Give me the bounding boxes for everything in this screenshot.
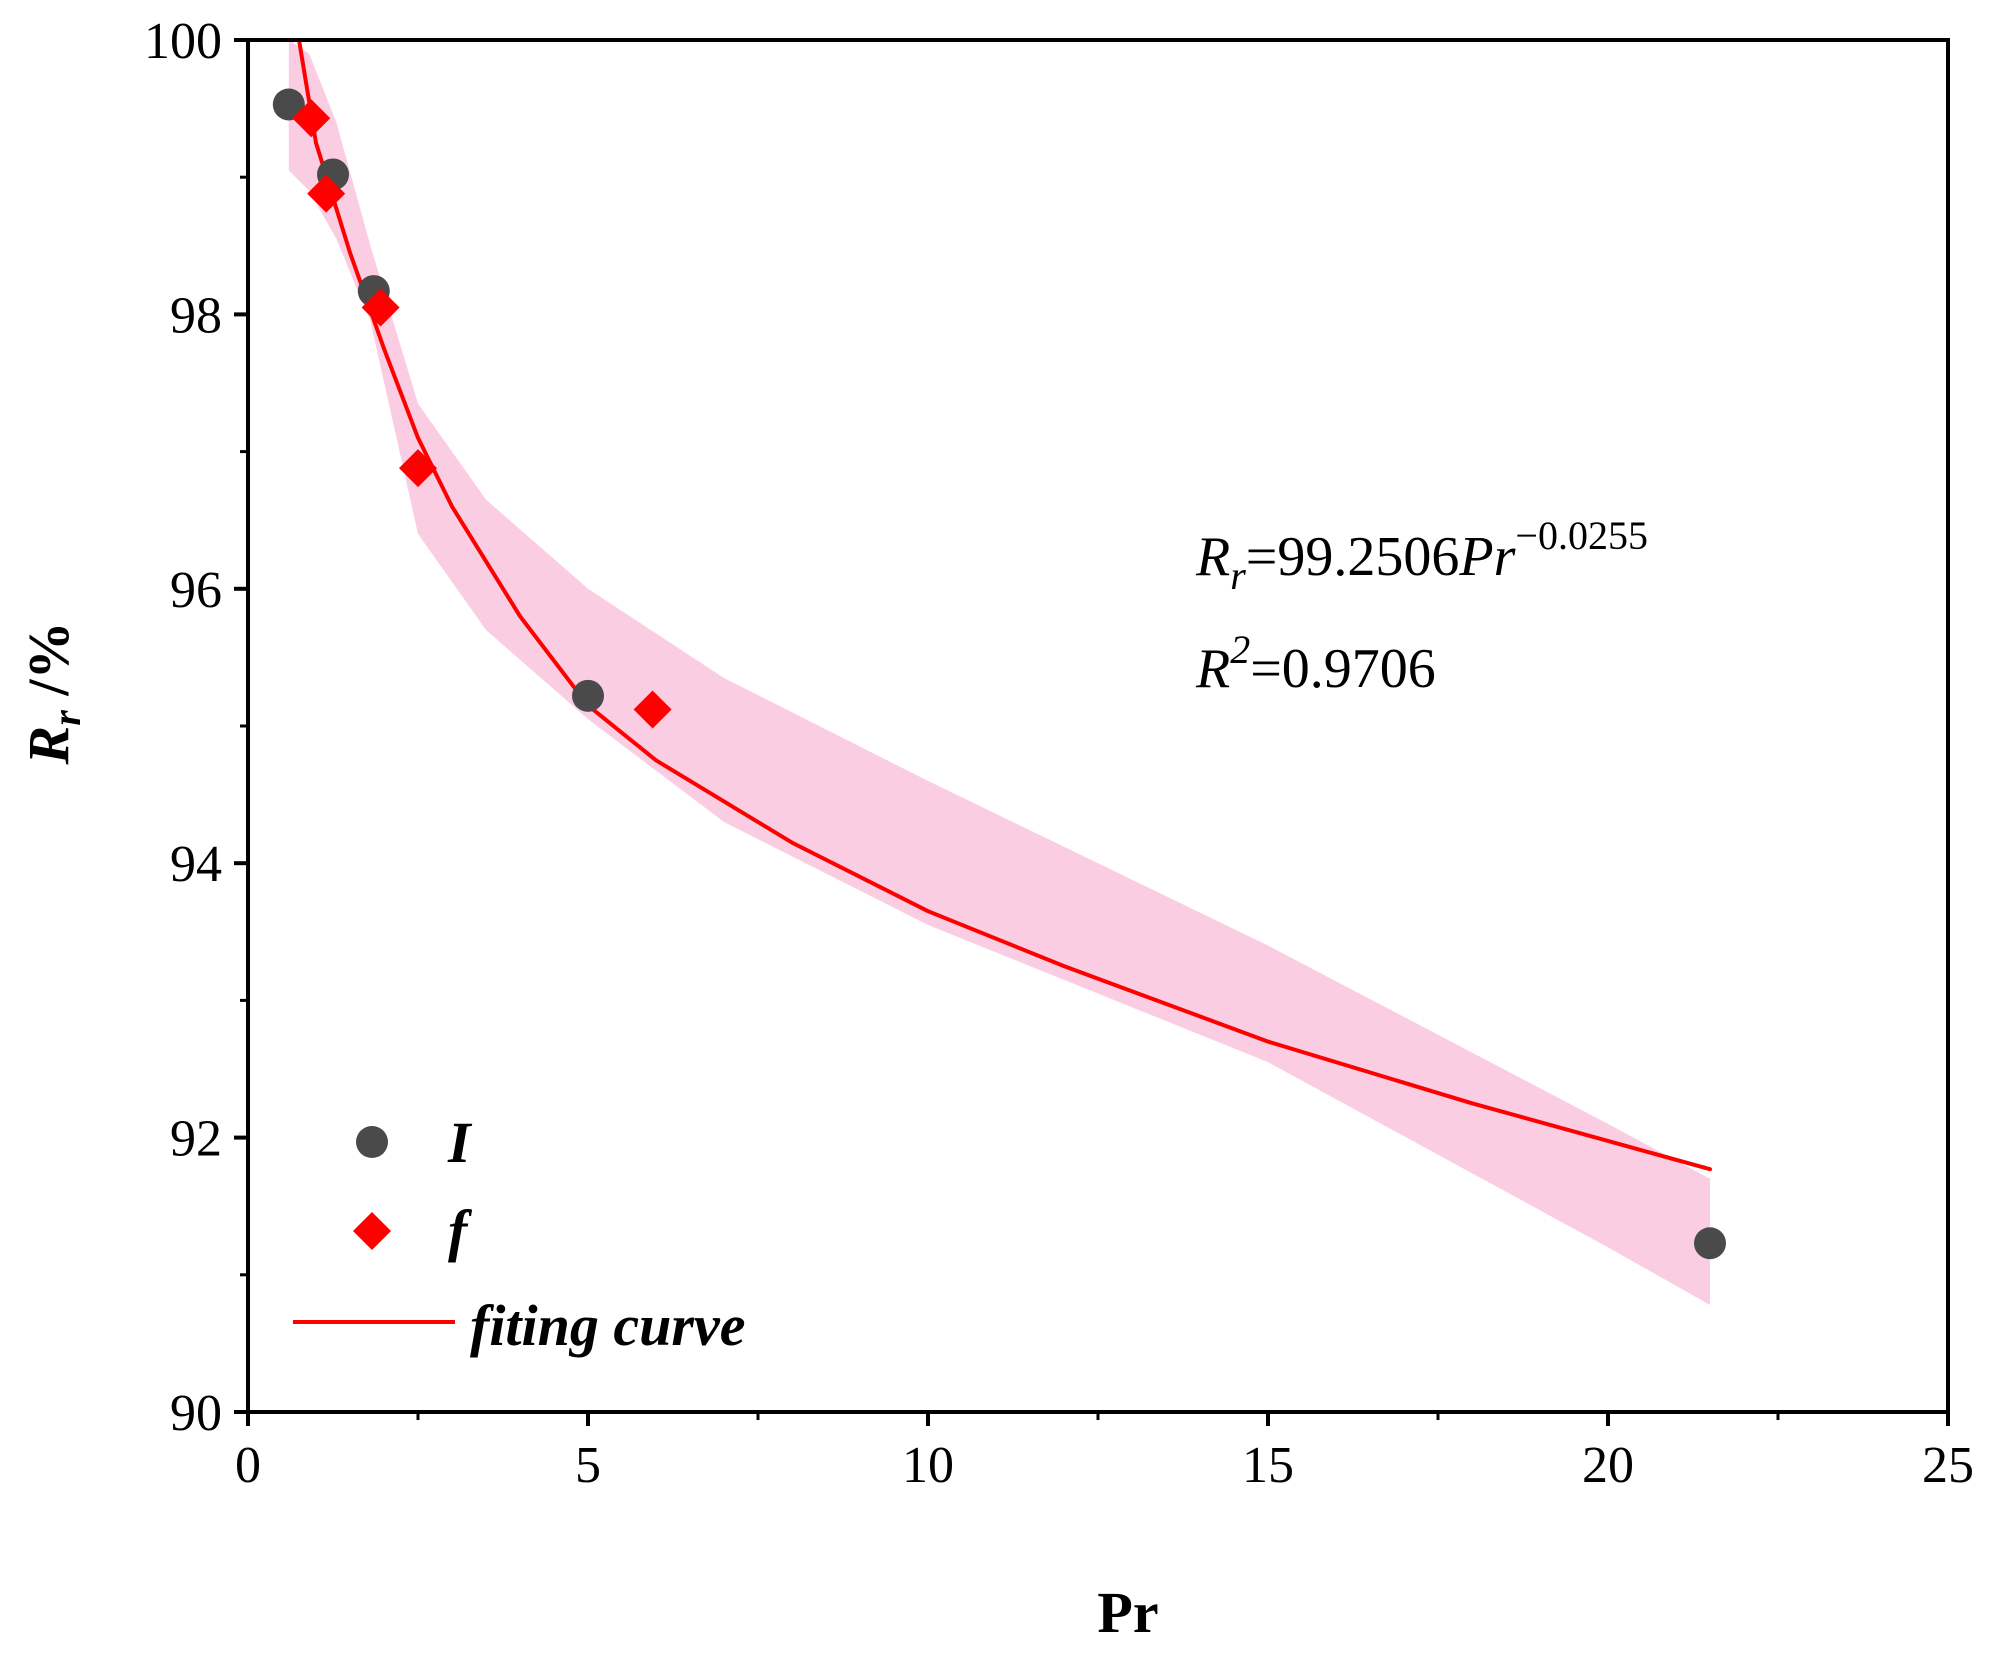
x-tick-label-10: 10: [902, 1437, 954, 1494]
equation-Pr: Pr: [1458, 526, 1515, 588]
legend-marker-f: [353, 1212, 391, 1250]
legend: I f fiting curve: [293, 1110, 745, 1358]
y-tick-label-100: 100: [144, 13, 222, 70]
equation-exponent: −0.0255: [1515, 513, 1648, 558]
y-axis-title: Rr /%: [16, 622, 89, 766]
r-squared-R: R: [1195, 638, 1230, 700]
x-tick-label-15: 15: [1242, 1437, 1294, 1494]
point-f-4: [633, 690, 672, 729]
point-f-2: [361, 288, 400, 327]
point-f-0: [292, 99, 331, 138]
y-tick-label-92: 92: [170, 1111, 222, 1168]
point-I-0: [272, 88, 305, 121]
equation-coefficient: =99.2506: [1246, 526, 1460, 588]
x-tick-label-25: 25: [1922, 1437, 1974, 1494]
y-tick-label-90: 90: [170, 1385, 222, 1442]
x-tick-label-20: 20: [1582, 1437, 1634, 1494]
confidence-band: [288, 40, 1710, 1305]
fit-curve-layer: [297, 38, 1712, 1172]
legend-label-f: f: [448, 1198, 473, 1263]
legend-label-I: I: [447, 1110, 473, 1175]
x-tick-label-5: 5: [575, 1437, 601, 1494]
y-tick-label-98: 98: [170, 287, 222, 344]
fit-curve: [297, 38, 1712, 1172]
r-squared-superscript: 2: [1230, 627, 1250, 672]
point-I-3: [572, 679, 604, 712]
fit-equation: Rr=99.2506Pr−0.0255: [1195, 513, 1648, 598]
equation-R: R: [1195, 526, 1230, 588]
x-tick-label-0: 0: [235, 1437, 261, 1494]
ticks-layer: 0 5 10 15 20 25 90 92 94 96 98 100: [144, 13, 1974, 1494]
x-axis-title: Pr: [1097, 1580, 1158, 1645]
data-points-layer: [272, 88, 1726, 1260]
equation-r-subscript: r: [1230, 553, 1246, 598]
confidence-band-layer: [288, 40, 1710, 1305]
y-axis-title-sub: r: [44, 710, 89, 726]
r-squared-value: =0.9706: [1250, 638, 1436, 700]
y-axis-title-unit: /%: [16, 622, 81, 711]
point-I-4: [1694, 1227, 1726, 1260]
legend-marker-I: [356, 1126, 388, 1158]
point-f-1: [307, 174, 346, 213]
point-f-3: [399, 449, 437, 488]
r-squared: R2=0.9706: [1195, 627, 1436, 700]
y-tick-label-96: 96: [170, 562, 222, 619]
y-axis-title-main: R: [16, 726, 81, 766]
y-tick-label-94: 94: [170, 836, 222, 893]
legend-label-fit: fiting curve: [470, 1293, 745, 1358]
